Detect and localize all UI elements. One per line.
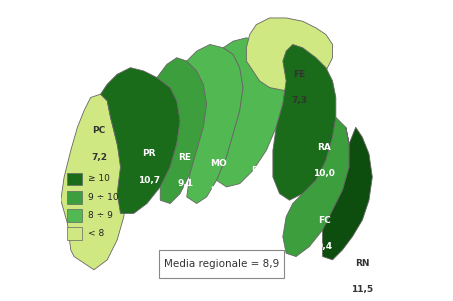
Polygon shape — [283, 117, 349, 256]
FancyBboxPatch shape — [67, 191, 82, 203]
Polygon shape — [187, 45, 243, 203]
Polygon shape — [246, 18, 333, 91]
Polygon shape — [101, 68, 180, 213]
FancyBboxPatch shape — [67, 227, 82, 240]
Text: FE: FE — [293, 70, 305, 79]
Polygon shape — [273, 45, 336, 200]
Text: RN: RN — [355, 259, 370, 268]
FancyBboxPatch shape — [67, 173, 82, 185]
FancyBboxPatch shape — [159, 250, 284, 278]
Text: RE: RE — [178, 153, 192, 162]
Text: RA: RA — [317, 143, 331, 152]
Polygon shape — [157, 58, 207, 203]
Text: 9 ÷ 10: 9 ÷ 10 — [88, 193, 119, 202]
Text: 9,4: 9,4 — [316, 242, 333, 251]
FancyBboxPatch shape — [67, 209, 82, 222]
Text: BO: BO — [251, 166, 265, 175]
Polygon shape — [217, 38, 286, 187]
Text: ≥ 10: ≥ 10 — [88, 175, 110, 184]
Text: 11,5: 11,5 — [351, 285, 373, 294]
Text: < 8: < 8 — [88, 229, 105, 238]
Polygon shape — [323, 127, 372, 260]
Text: PC: PC — [92, 126, 106, 135]
Text: 10,7: 10,7 — [138, 176, 160, 185]
Text: 8,2: 8,2 — [210, 186, 226, 195]
Text: 7,3: 7,3 — [291, 96, 308, 105]
Polygon shape — [61, 94, 127, 270]
Text: MO: MO — [210, 159, 226, 168]
Text: 8,3: 8,3 — [250, 192, 266, 201]
Text: 7,2: 7,2 — [91, 153, 107, 162]
Text: Media regionale = 8,9: Media regionale = 8,9 — [164, 259, 279, 269]
Text: PR: PR — [142, 149, 155, 158]
Text: 8 ÷ 9: 8 ÷ 9 — [88, 211, 113, 220]
Text: FC: FC — [318, 216, 331, 225]
Text: 9,1: 9,1 — [177, 179, 193, 188]
Text: 10,0: 10,0 — [313, 169, 335, 178]
